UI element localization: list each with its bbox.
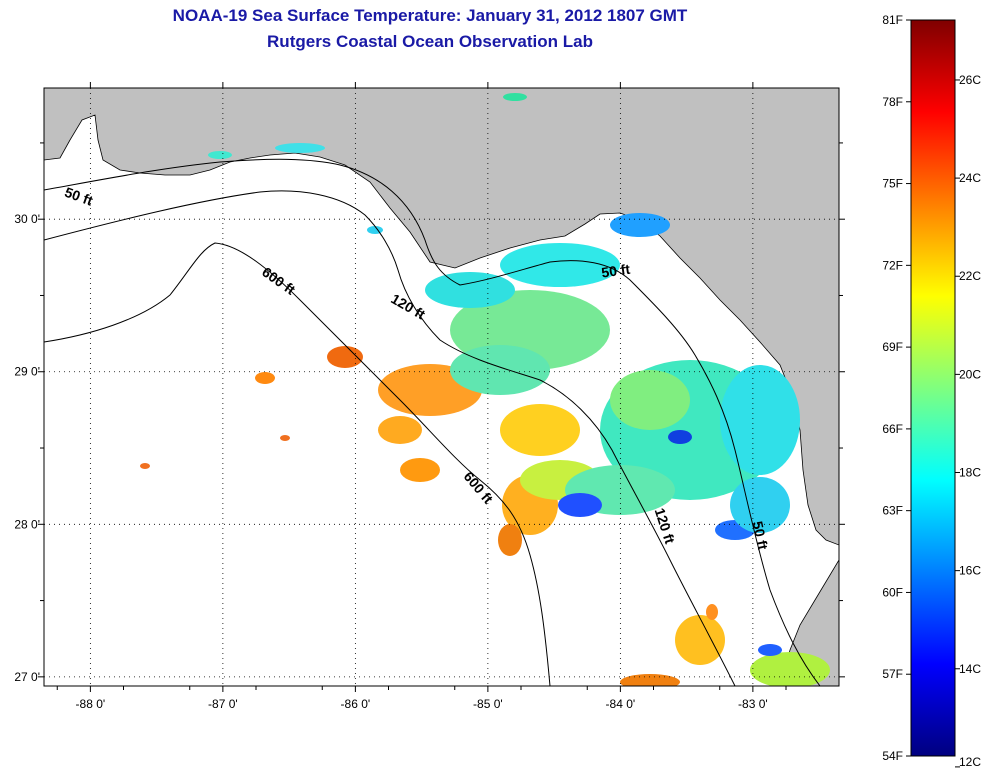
lat-tick-label: 28 0'	[14, 517, 40, 531]
colorbar-label-f: 78F	[882, 95, 903, 109]
colorbar-label-c: 24C	[959, 171, 981, 185]
colorbar-label-f: 66F	[882, 422, 903, 436]
colorbar-label-c: 14C	[959, 662, 981, 676]
lon-tick-label: -83 0'	[738, 697, 768, 711]
colorbar-label-f: 60F	[882, 585, 903, 599]
colorbar-label-f: 57F	[882, 667, 903, 681]
depth-contours	[44, 158, 821, 686]
colorbar-label-c: 20C	[959, 367, 981, 381]
colorbar-label-f: 81F	[882, 13, 903, 27]
lat-tick-label: 29 0'	[14, 365, 40, 379]
colorbar-label-f: 69F	[882, 340, 903, 354]
lon-tick-label: -86 0'	[341, 697, 371, 711]
colorbar-labels: 81F 78F 75F 72F 69F 66F 63F 60F 57F 54F 26C 24C 22C 2…	[882, 13, 981, 769]
colorbar-label-f: 72F	[882, 258, 903, 272]
colorbar	[910, 19, 956, 757]
lat-tick-label: 30 0'	[14, 212, 40, 226]
lon-tick-label: -87 0'	[208, 697, 238, 711]
colorbar-label-c: 18C	[959, 466, 981, 480]
map-subtitle: Rutgers Coastal Ocean Observation Lab	[267, 32, 593, 51]
colorbar-label-c: 22C	[959, 269, 981, 283]
sst-patches	[140, 93, 830, 686]
colorbar-label-f: 63F	[882, 504, 903, 518]
lon-tick-label: -85 0'	[473, 697, 503, 711]
map-axes: -88 0' -87 0' -86 0' -85 0' -84 0' -83 0' 27 0…	[14, 82, 845, 711]
contour-label: 50 ft	[750, 520, 772, 552]
lon-tick-label: -88 0'	[76, 697, 106, 711]
contour-label: 50 ft	[600, 261, 631, 281]
colorbar-label-f: 54F	[882, 749, 903, 763]
colorbar-label-c: 26C	[959, 73, 981, 87]
lon-tick-label: -84 0'	[606, 697, 636, 711]
colorbar-label-c: 16C	[959, 564, 981, 578]
colorbar-label-c: 12C	[959, 755, 981, 769]
map-title: NOAA-19 Sea Surface Temperature: January…	[172, 6, 688, 25]
colorbar-label-f: 75F	[882, 177, 903, 191]
lat-tick-label: 27 0'	[14, 670, 40, 684]
